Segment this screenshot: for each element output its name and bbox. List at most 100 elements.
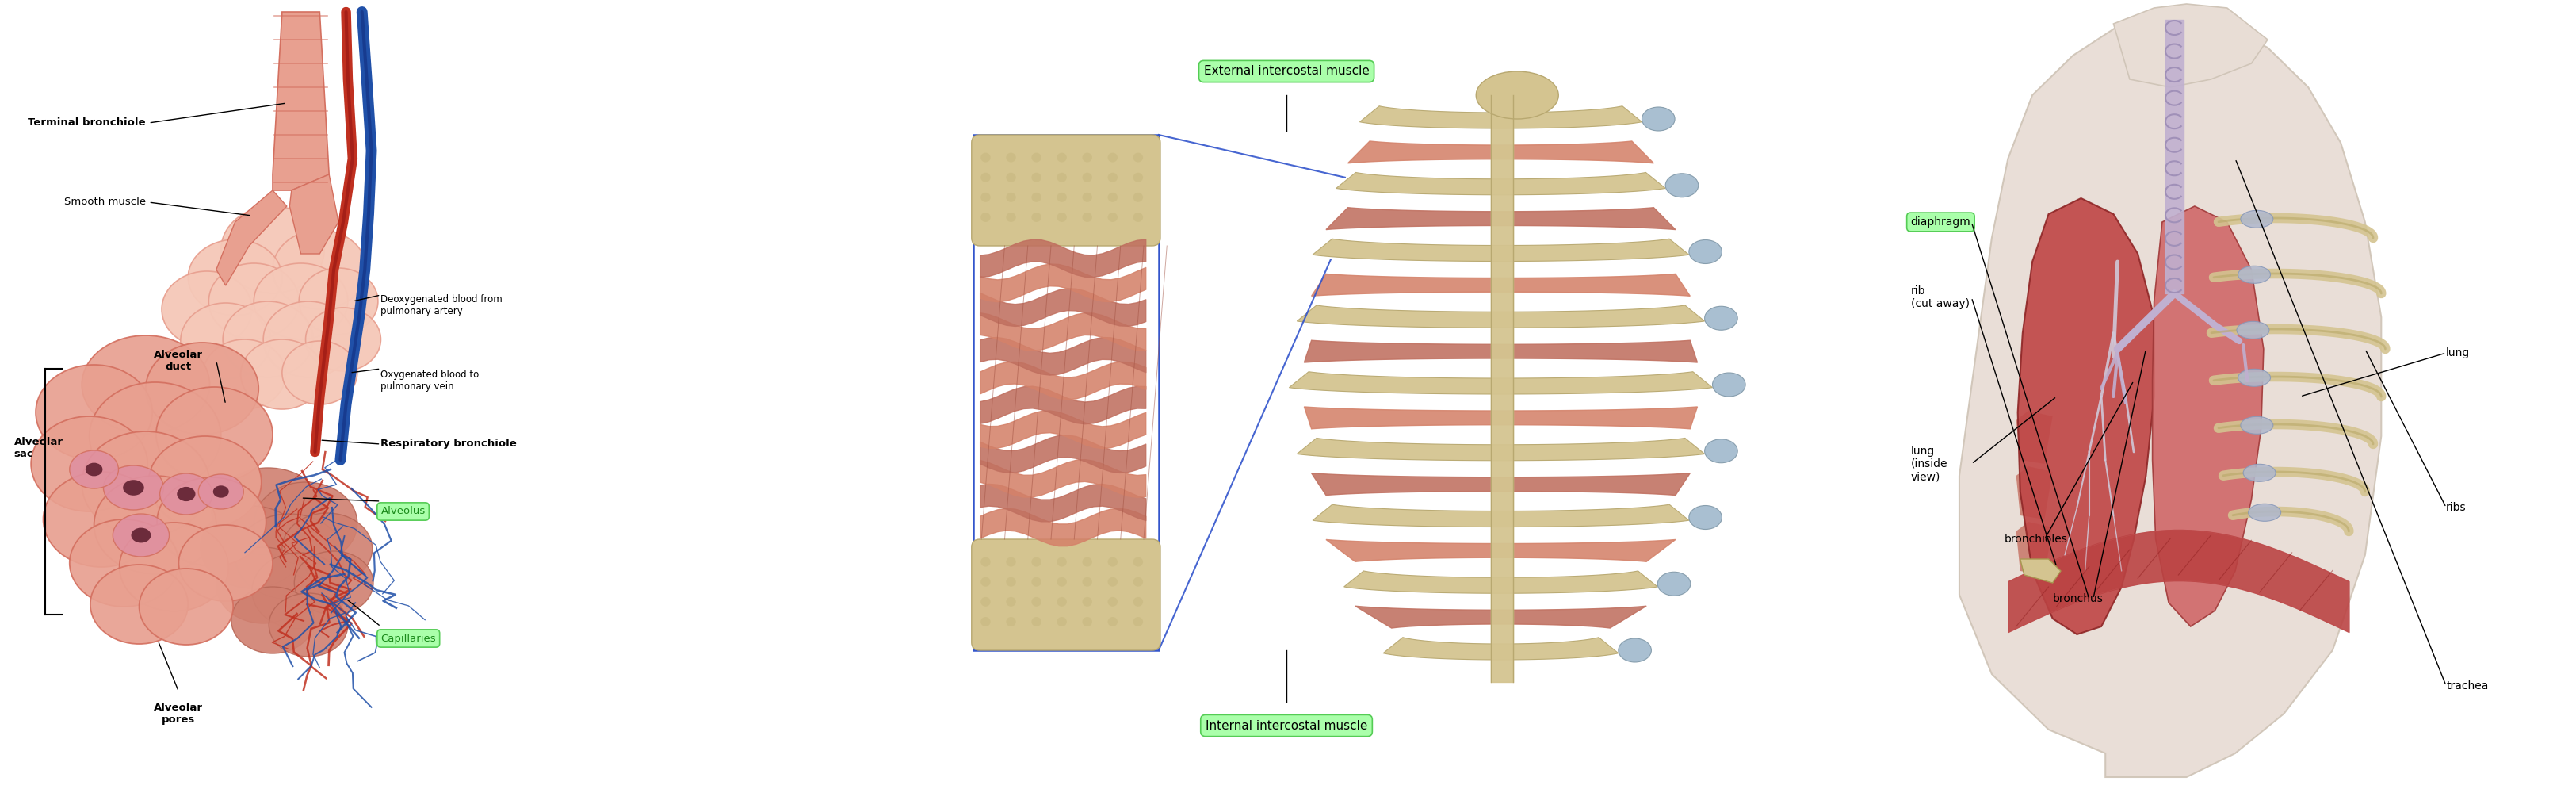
Circle shape [1108,193,1118,202]
Circle shape [1108,153,1118,163]
Polygon shape [1337,172,1667,195]
Ellipse shape [268,593,348,657]
Polygon shape [1296,438,1705,461]
Circle shape [1007,557,1015,567]
Ellipse shape [1656,572,1690,596]
Ellipse shape [1690,506,1721,530]
Polygon shape [2017,522,2053,575]
Text: diaphragm: diaphragm [1911,216,1971,228]
Ellipse shape [1476,71,1558,119]
Ellipse shape [2239,266,2269,283]
Ellipse shape [232,587,314,653]
Ellipse shape [255,482,358,565]
Circle shape [1082,213,1092,222]
Circle shape [1056,153,1066,163]
Polygon shape [2017,198,2154,634]
Polygon shape [1288,372,1713,394]
Text: trachea: trachea [2447,680,2488,691]
Polygon shape [2017,411,2053,464]
Polygon shape [1960,16,2380,777]
Circle shape [1030,173,1041,182]
Ellipse shape [209,263,299,339]
Ellipse shape [178,525,273,601]
Circle shape [1030,193,1041,202]
Polygon shape [1303,340,1698,362]
Polygon shape [1314,239,1690,261]
Text: Respiratory bronchiole: Respiratory bronchiole [381,439,518,449]
Text: Deoxygenated blood from
pulmonary artery: Deoxygenated blood from pulmonary artery [381,294,502,316]
Circle shape [1108,597,1118,607]
Ellipse shape [198,474,245,509]
FancyBboxPatch shape [971,539,1159,650]
Circle shape [1133,597,1144,607]
Ellipse shape [283,513,374,584]
Ellipse shape [85,463,103,476]
Ellipse shape [139,569,234,645]
Polygon shape [1327,539,1674,561]
Polygon shape [2017,466,2053,519]
Circle shape [1056,577,1066,587]
Ellipse shape [252,553,345,629]
Circle shape [1082,617,1092,626]
FancyBboxPatch shape [971,135,1159,246]
Ellipse shape [178,487,196,501]
Circle shape [1030,153,1041,163]
Ellipse shape [2249,504,2280,521]
Polygon shape [2112,4,2267,87]
Polygon shape [1303,407,1698,429]
Ellipse shape [31,416,147,511]
Ellipse shape [2244,464,2275,481]
Ellipse shape [1705,306,1739,330]
Text: Terminal bronchiole: Terminal bronchiole [28,117,147,128]
Circle shape [1133,193,1144,202]
Ellipse shape [201,506,304,588]
Circle shape [1007,213,1015,222]
Circle shape [1133,153,1144,163]
Circle shape [981,193,992,202]
Polygon shape [1314,504,1690,527]
Circle shape [981,173,992,182]
Text: Alveolar
duct: Alveolar duct [155,350,204,372]
Text: External intercostal muscle: External intercostal muscle [1203,66,1370,78]
Ellipse shape [82,431,209,536]
Circle shape [1082,193,1092,202]
Ellipse shape [283,341,358,404]
Ellipse shape [157,387,273,482]
Circle shape [1082,153,1092,163]
Ellipse shape [188,239,283,316]
Circle shape [1133,213,1144,222]
Circle shape [1082,597,1092,607]
Ellipse shape [70,450,118,488]
Text: Oxygenated blood to
pulmonary vein: Oxygenated blood to pulmonary vein [381,370,479,392]
Circle shape [1007,193,1015,202]
Circle shape [981,153,992,163]
Ellipse shape [211,468,325,555]
Ellipse shape [82,335,209,434]
Ellipse shape [294,551,374,615]
Circle shape [1133,557,1144,567]
Polygon shape [1311,274,1690,296]
Ellipse shape [118,523,229,611]
Polygon shape [216,190,286,285]
Circle shape [1133,173,1144,182]
Circle shape [1030,577,1041,587]
Circle shape [1030,617,1041,626]
Polygon shape [1383,638,1618,660]
Circle shape [1056,173,1066,182]
Ellipse shape [113,514,170,557]
Polygon shape [2020,559,2061,583]
Polygon shape [1360,106,1641,128]
Ellipse shape [255,263,348,339]
Circle shape [1056,193,1066,202]
Circle shape [1007,597,1015,607]
Ellipse shape [157,477,265,566]
Circle shape [1108,617,1118,626]
Ellipse shape [273,230,366,309]
Ellipse shape [263,301,353,377]
Text: Internal intercostal muscle: Internal intercostal muscle [1206,720,1368,731]
Ellipse shape [240,339,325,409]
Circle shape [1133,617,1144,626]
Text: Alveolus: Alveolus [381,507,425,517]
Circle shape [1056,617,1066,626]
Ellipse shape [1705,439,1739,463]
